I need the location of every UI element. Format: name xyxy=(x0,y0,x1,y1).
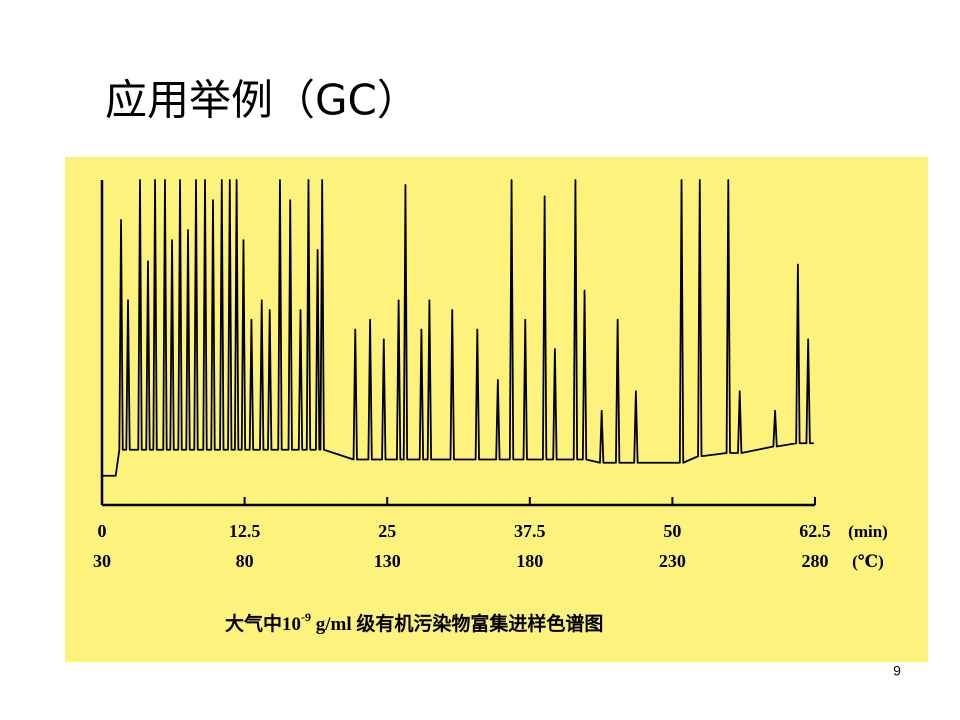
caption: 大气中10-9 g/ml 级有机污染物富集进样色谱图 xyxy=(225,610,603,636)
x-tick-label: 50 xyxy=(663,521,681,541)
temperature-tick-label: 230 xyxy=(659,551,686,571)
caption-text: g/ml 级有机污染物富集进样色谱图 xyxy=(311,612,603,635)
plot: 0 30 12.5 80 25 130 37.5 180 50 230 62.5 280 xyxy=(93,179,831,571)
slide-title: 应用举例（GC） xyxy=(105,76,419,125)
temperature-tick-label: 30 xyxy=(93,551,111,571)
temperature-unit: (℃) xyxy=(852,552,884,571)
temperature-tick-label: 80 xyxy=(236,551,254,571)
x-tick-label: 62.5 xyxy=(799,521,831,541)
x-tick-label: 25 xyxy=(378,521,396,541)
x-tick-label: 12.5 xyxy=(229,521,261,541)
temperature-tick-label: 280 xyxy=(802,551,829,571)
x-tick-label: 0 xyxy=(98,521,107,541)
x-unit: (min) xyxy=(848,522,888,541)
caption-superscript: -9 xyxy=(301,610,311,624)
temperature-tick-label: 180 xyxy=(516,551,543,571)
page-number: 9 xyxy=(893,663,901,679)
caption-text: 大气中10 xyxy=(225,612,301,635)
chromatogram-trace xyxy=(102,179,814,477)
x-tick-label: 37.5 xyxy=(514,521,546,541)
temperature-tick-label: 130 xyxy=(374,551,401,571)
